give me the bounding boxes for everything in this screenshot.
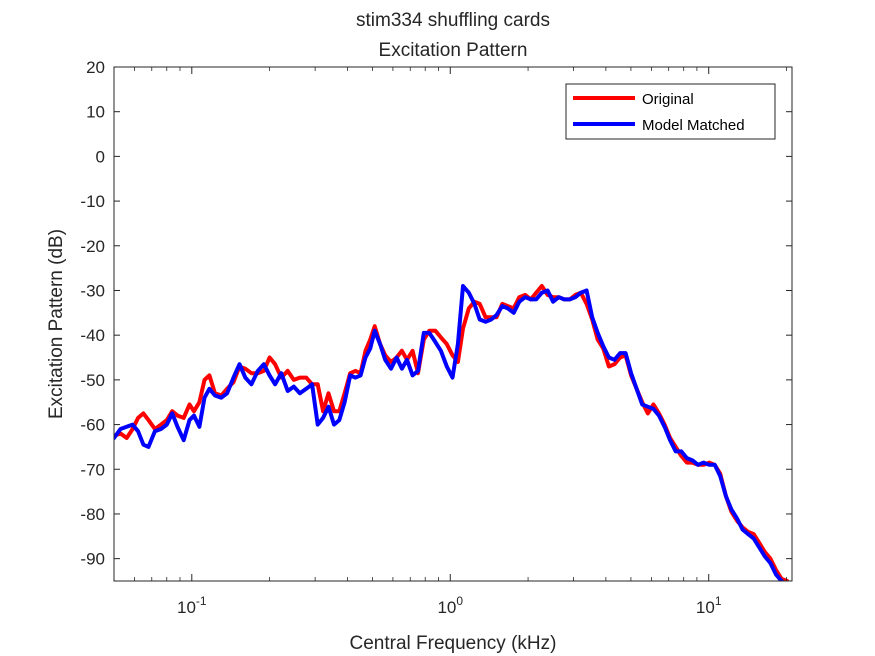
y-tick-label: -60 <box>80 416 105 435</box>
series-line-model-matched <box>114 284 785 581</box>
y-tick-label: -40 <box>80 326 105 345</box>
series-layer <box>114 284 790 581</box>
y-tick-label: -90 <box>80 550 105 569</box>
y-axis-ticks: 20 10 0 -10 -20 -30 -40 -50 -60 -70 -80 -90 <box>80 58 792 569</box>
y-tick-label: -70 <box>80 460 105 479</box>
legend-label-model-matched: Model Matched <box>642 117 745 134</box>
y-tick-label: -80 <box>80 505 105 524</box>
x-tick-label: 100 <box>437 594 463 617</box>
y-axis-label: Excitation Pattern (dB) <box>46 229 67 419</box>
y-tick-label: -10 <box>80 192 105 211</box>
y-tick-label: 0 <box>96 147 105 166</box>
y-tick-label: 10 <box>86 103 105 122</box>
y-tick-label: -20 <box>80 237 105 256</box>
y-tick-label: -50 <box>80 371 105 390</box>
chart-title: stim334 shuffling cards <box>356 10 550 31</box>
plot-area <box>114 67 792 581</box>
legend-box <box>565 83 776 140</box>
legend-label-original: Original <box>642 91 694 108</box>
y-tick-label: -30 <box>80 281 105 300</box>
plot-frame <box>113 66 793 582</box>
x-axis-label: Central Frequency (kHz) <box>350 633 557 654</box>
x-axis-ticks: 10-1 100 101 <box>113 67 787 617</box>
x-tick-label: 10-1 <box>177 594 207 617</box>
x-tick-label: 101 <box>696 594 722 617</box>
chart-subtitle: Excitation Pattern <box>379 40 528 61</box>
y-tick-label: 20 <box>86 58 105 77</box>
legend: Original Model Matched <box>565 83 776 140</box>
